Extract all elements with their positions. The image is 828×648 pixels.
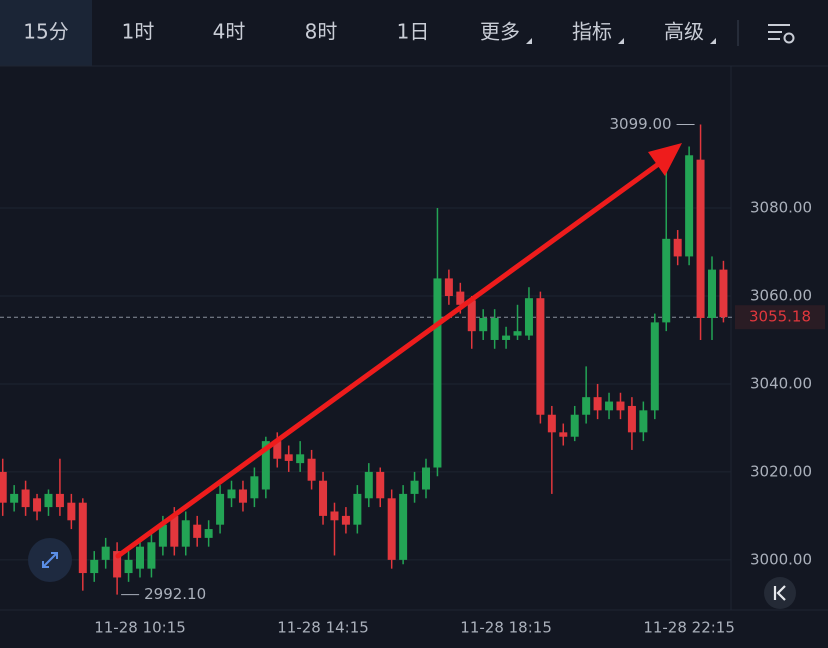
candle-body — [10, 493, 19, 503]
candle-body — [422, 467, 430, 490]
candle-body — [444, 278, 453, 297]
x-tick-label: 11-28 14:15 — [277, 619, 369, 637]
candle-body — [593, 397, 602, 411]
candle-body — [101, 546, 110, 560]
x-tick-label: 11-28 10:15 — [94, 619, 186, 637]
candle-body — [273, 441, 282, 459]
tab[interactable]: 4时 — [213, 20, 246, 44]
toolbar: 15分 1时 4时 8时 1日 更多 指标 高级 — [0, 0, 716, 66]
candle-body — [227, 489, 236, 499]
candle-body — [399, 493, 408, 560]
candle-body — [261, 441, 270, 490]
candle-body — [639, 410, 648, 433]
candle-body — [650, 322, 659, 411]
x-tick-label: 11-28 22:15 — [643, 619, 735, 637]
candle-body — [147, 542, 156, 569]
candle-body — [353, 493, 362, 525]
candle-body — [513, 331, 522, 336]
y-tick-label: 3060.00 — [750, 287, 812, 305]
candle-body — [90, 559, 99, 574]
candle-body — [605, 401, 614, 411]
settings-icon[interactable] — [768, 24, 795, 44]
candle-body — [78, 502, 87, 574]
candle-body — [627, 405, 636, 433]
candle-body — [238, 489, 247, 503]
trend-arrow — [115, 143, 682, 559]
candle-body — [490, 317, 499, 340]
tab[interactable]: 指标 — [572, 20, 612, 44]
candle-body — [696, 159, 705, 318]
expand-button[interactable] — [28, 538, 72, 582]
candle-body — [685, 155, 694, 257]
candle-body — [21, 489, 30, 508]
candle-body — [616, 401, 625, 411]
candle-body — [136, 546, 144, 569]
candle-body — [582, 397, 591, 415]
candle-body — [570, 414, 579, 437]
scroll-end-button[interactable] — [764, 577, 796, 609]
candle-body — [502, 335, 511, 340]
candle-body — [662, 238, 671, 323]
y-tick-label: 3000.00 — [750, 550, 812, 568]
candle-body — [0, 471, 7, 503]
candle-body — [456, 291, 465, 305]
candle-body — [479, 317, 488, 332]
candle-body — [67, 502, 76, 521]
candles — [0, 124, 728, 595]
candle-body — [467, 300, 476, 332]
candle-body — [170, 515, 179, 547]
candle-body — [33, 498, 42, 512]
candle-body — [547, 414, 556, 433]
x-tick-label: 11-28 18:15 — [460, 619, 552, 637]
tab[interactable]: 1时 — [122, 20, 155, 44]
candle-body — [319, 480, 328, 516]
dropdown-caret — [710, 38, 716, 44]
tab[interactable]: 高级 — [664, 20, 704, 44]
dropdown-caret — [526, 38, 532, 44]
candle-body — [330, 511, 339, 521]
candle-body — [433, 278, 442, 468]
last-price-box — [735, 305, 825, 330]
candle-body — [204, 529, 213, 538]
candle-body — [284, 454, 293, 461]
candle-body — [216, 493, 225, 525]
candle-body — [410, 480, 419, 494]
y-tick-label: 3040.00 — [750, 374, 812, 392]
y-tick-label: 3080.00 — [750, 199, 812, 217]
y-tick-label: 3020.00 — [750, 462, 812, 480]
active-tab-bg — [0, 0, 92, 66]
candle-body — [250, 476, 259, 499]
candle-body — [307, 458, 316, 481]
tab[interactable]: 15分 — [23, 20, 68, 44]
candle-body — [193, 524, 202, 538]
candle-body — [524, 298, 533, 336]
tab[interactable]: 更多 — [480, 20, 520, 44]
candle-body — [44, 493, 53, 508]
candle-body — [296, 454, 305, 464]
candle-body — [673, 238, 682, 257]
candle-body — [387, 498, 396, 560]
candle-body — [708, 269, 716, 318]
candle-body — [181, 520, 190, 547]
min-label: 2992.10 — [144, 585, 206, 603]
max-label: 3099.00 — [610, 115, 672, 133]
candle-body — [55, 493, 64, 508]
candle-body — [719, 269, 728, 318]
candle-body — [341, 515, 350, 525]
candle-body — [364, 471, 373, 499]
candle-body — [376, 471, 385, 499]
tab[interactable]: 8时 — [305, 20, 338, 44]
candle-body — [536, 298, 545, 415]
candle-body — [124, 559, 133, 574]
dropdown-caret — [618, 38, 624, 44]
candle-body — [158, 524, 167, 547]
labels: 3000.00 3020.00 3040.00 3060.00 3080.00 11-28… — [94, 115, 825, 637]
tab[interactable]: 1日 — [397, 20, 430, 44]
last-price-label: 3055.18 — [749, 308, 811, 326]
candle-body — [559, 432, 568, 437]
candle-body — [113, 551, 122, 578]
grid — [0, 207, 735, 561]
